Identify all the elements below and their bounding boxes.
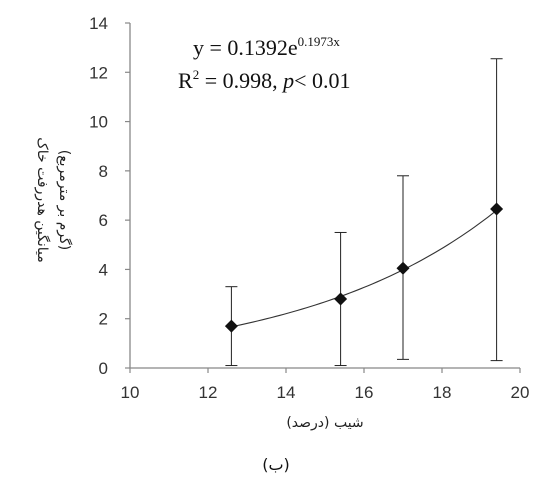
y-tick-label-6: 12 (89, 63, 108, 82)
data-point-3 (490, 202, 504, 216)
y-tick-label-5: 10 (89, 113, 108, 132)
axis-ticks: 10 12 14 16 18 20 0 2 4 6 8 10 12 14 (89, 14, 529, 402)
x-tick-label-1: 12 (199, 383, 218, 402)
figure-caption: (ب) (262, 455, 290, 474)
y-tick-label-7: 14 (89, 14, 108, 33)
x-tick-label-0: 10 (121, 383, 140, 402)
y-axis-title-line-2: (گرم بر مترمربع) (56, 150, 73, 251)
x-tick-label-4: 18 (433, 383, 452, 402)
y-tick-label-1: 2 (99, 310, 108, 329)
trendline (231, 209, 497, 328)
data-point-2 (396, 261, 410, 275)
x-axis-title: شیب (درصد) (286, 415, 363, 431)
data-points-group (224, 202, 504, 333)
y-tick-label-3: 6 (99, 211, 108, 230)
equation-line-1: y = 0.1392e0.1973x (193, 34, 340, 60)
y-tick-label-0: 0 (99, 359, 108, 378)
error-bars-group (225, 58, 503, 367)
data-point-0 (224, 319, 238, 333)
x-tick-label-2: 14 (277, 383, 296, 402)
equation-line-2: R2 = 0.998, p< 0.01 (178, 67, 351, 93)
y-tick-label-4: 8 (99, 162, 108, 181)
x-tick-label-3: 16 (355, 383, 374, 402)
trendline-group (231, 209, 497, 328)
data-point-1 (334, 292, 348, 306)
y-axis-title-line-1: میانگین هدررفت خاک (34, 137, 51, 263)
y-tick-label-2: 4 (99, 260, 108, 279)
x-tick-label-5: 20 (511, 383, 530, 402)
